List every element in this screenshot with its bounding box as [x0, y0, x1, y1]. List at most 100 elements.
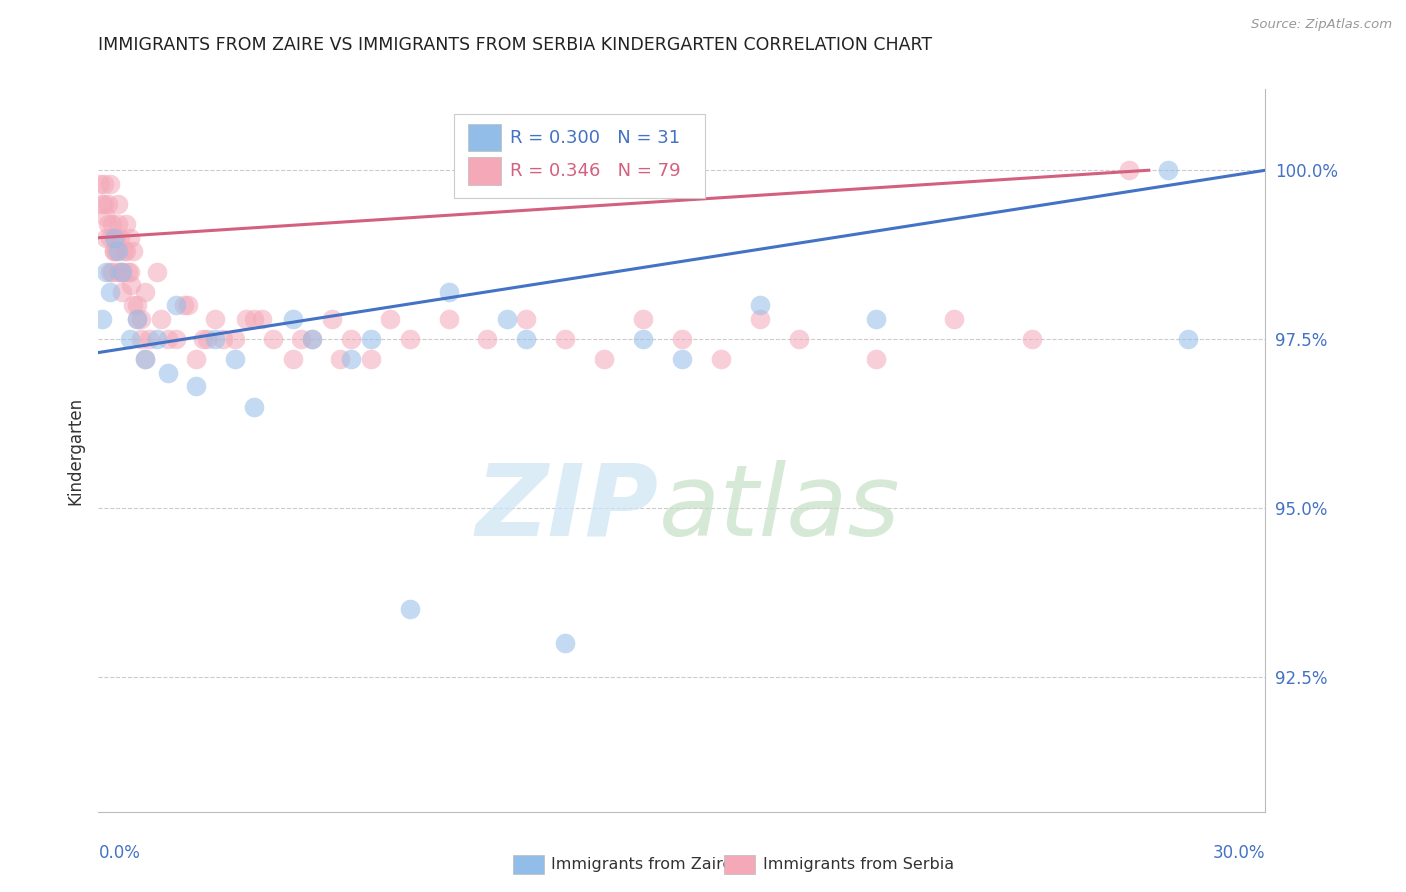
Point [103, 244, 125, 259]
Point [1118, 163, 1140, 178]
Point [122, 298, 145, 312]
Point [748, 311, 770, 326]
Point [398, 332, 420, 346]
Point [340, 332, 363, 346]
Point [96, 211, 118, 225]
Point [329, 352, 352, 367]
Point [204, 311, 226, 326]
Point [710, 352, 733, 367]
Point [224, 352, 246, 367]
Point [117, 264, 139, 278]
Point [91, 197, 114, 211]
Point [107, 244, 129, 259]
Point [93, 197, 115, 211]
Y-axis label: Kindergarten: Kindergarten [66, 396, 84, 505]
Point [127, 298, 149, 312]
Point [104, 244, 127, 259]
Point [107, 264, 129, 278]
Point [108, 231, 131, 245]
Point [787, 332, 810, 346]
Point [301, 332, 323, 346]
Point [98, 231, 121, 245]
Point [195, 332, 218, 346]
Point [1157, 163, 1180, 178]
Point [97, 197, 120, 211]
Point [122, 244, 145, 259]
Point [98, 177, 121, 191]
Point [593, 352, 616, 367]
Point [290, 332, 312, 346]
Point [129, 332, 152, 346]
FancyBboxPatch shape [468, 157, 501, 185]
Point [204, 332, 226, 346]
Point [177, 298, 200, 312]
Point [104, 231, 127, 245]
Point [173, 298, 195, 312]
Point [631, 311, 654, 326]
Point [235, 311, 257, 326]
Text: R = 0.346   N = 79: R = 0.346 N = 79 [510, 161, 681, 180]
Point [281, 311, 304, 326]
Point [114, 244, 136, 259]
Point [437, 285, 460, 299]
Point [477, 332, 499, 346]
Point [671, 332, 693, 346]
Point [671, 352, 693, 367]
Point [360, 352, 382, 367]
FancyBboxPatch shape [454, 114, 706, 198]
Point [243, 311, 266, 326]
Point [127, 311, 149, 326]
Point [134, 352, 156, 367]
Point [398, 602, 420, 616]
Point [118, 231, 141, 245]
Point [301, 332, 323, 346]
Point [93, 177, 115, 191]
Text: Immigrants from Zaire: Immigrants from Zaire [551, 857, 733, 871]
Text: IMMIGRANTS FROM ZAIRE VS IMMIGRANTS FROM SERBIA KINDERGARTEN CORRELATION CHART: IMMIGRANTS FROM ZAIRE VS IMMIGRANTS FROM… [98, 36, 932, 54]
Point [134, 352, 156, 367]
Point [96, 231, 118, 245]
Point [114, 217, 136, 231]
Point [865, 311, 887, 326]
Point [865, 352, 887, 367]
Point [101, 264, 124, 278]
Point [360, 332, 382, 346]
Point [157, 332, 180, 346]
Point [184, 352, 207, 367]
Point [554, 332, 576, 346]
Point [437, 311, 460, 326]
Point [943, 311, 966, 326]
Point [515, 311, 537, 326]
Point [129, 311, 152, 326]
Point [631, 332, 654, 346]
Point [89, 177, 111, 191]
Point [108, 264, 131, 278]
Point [134, 285, 156, 299]
Point [515, 332, 537, 346]
Point [243, 400, 266, 414]
Point [554, 636, 576, 650]
Point [103, 231, 125, 245]
Point [98, 264, 121, 278]
Point [250, 311, 273, 326]
Point [262, 332, 284, 346]
Text: R = 0.300   N = 31: R = 0.300 N = 31 [510, 128, 681, 146]
Point [193, 332, 215, 346]
Point [121, 278, 143, 293]
Text: atlas: atlas [658, 459, 900, 557]
Point [118, 332, 141, 346]
Text: 30.0%: 30.0% [1213, 844, 1265, 863]
Point [103, 244, 125, 259]
Point [165, 298, 187, 312]
Point [97, 217, 120, 231]
Point [112, 244, 135, 259]
Point [184, 379, 207, 393]
Point [111, 285, 134, 299]
Point [91, 311, 114, 326]
Point [96, 264, 118, 278]
Point [111, 264, 134, 278]
FancyBboxPatch shape [468, 124, 501, 152]
Point [380, 311, 402, 326]
Point [138, 332, 160, 346]
Point [321, 311, 343, 326]
